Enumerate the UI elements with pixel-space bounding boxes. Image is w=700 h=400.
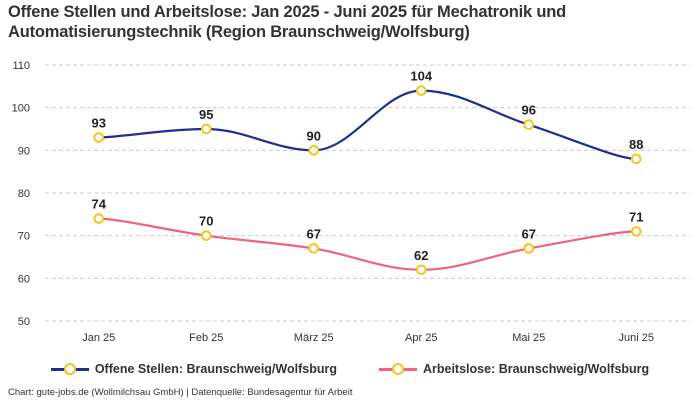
data-label-offene-stellen: 88 bbox=[629, 137, 643, 152]
data-point-arbeitslose bbox=[200, 230, 212, 241]
legend-label-offene-stellen: Offene Stellen: Braunschweig/Wolfsburg bbox=[94, 362, 337, 376]
data-point-arbeitslose bbox=[415, 264, 427, 276]
series-line-arbeitslose bbox=[98, 217, 637, 271]
gridlines bbox=[45, 64, 690, 322]
legend-symbol-arbeitslose bbox=[378, 363, 417, 375]
data-label-arbeitslose: 74 bbox=[92, 197, 107, 212]
data-label-offene-stellen: 90 bbox=[307, 128, 321, 143]
y-tick-label: 90 bbox=[18, 145, 30, 157]
series bbox=[93, 85, 642, 276]
data-point-arbeitslose bbox=[93, 213, 105, 224]
data-point-offene-stellen bbox=[200, 123, 212, 135]
data-label-arbeitslose: 62 bbox=[414, 248, 428, 263]
data-label-arbeitslose: 67 bbox=[307, 226, 321, 241]
series-line-offene-stellen bbox=[98, 89, 637, 160]
data-point-offene-stellen bbox=[308, 145, 320, 156]
data-point-offene-stellen bbox=[93, 132, 105, 143]
data-point-arbeitslose bbox=[308, 243, 320, 254]
x-tick-label: Feb 25 bbox=[189, 332, 223, 344]
y-tick-label: 80 bbox=[18, 188, 30, 200]
data-point-offene-stellen bbox=[415, 85, 427, 96]
x-axis: Jan 25 Feb 25 März 25 Apr 25 Mai 25 Juni 25 bbox=[82, 332, 654, 344]
legend-symbol-offene-stellen bbox=[50, 363, 89, 375]
data-point-arbeitslose bbox=[630, 226, 642, 237]
legend-item-offene-stellen[interactable]: Offene Stellen: Braunschweig/Wolfsburg bbox=[50, 362, 337, 376]
y-tick-label: 110 bbox=[12, 60, 30, 72]
y-tick-label: 60 bbox=[18, 273, 30, 285]
data-label-offene-stellen: 93 bbox=[92, 116, 106, 131]
data-label-arbeitslose: 71 bbox=[629, 209, 643, 224]
legend: Offene Stellen: Braunschweig/Wolfsburg A… bbox=[0, 362, 700, 376]
x-tick-label: Apr 25 bbox=[405, 332, 437, 344]
y-tick-label: 100 bbox=[12, 103, 30, 115]
data-label-arbeitslose: 70 bbox=[199, 214, 213, 229]
data-label-offene-stellen: 104 bbox=[410, 69, 432, 84]
data-labels: 93 95 90 104 96 88 74 70 67 62 67 71 bbox=[92, 69, 644, 263]
x-tick-label: Juni 25 bbox=[619, 332, 654, 344]
y-tick-label: 70 bbox=[18, 231, 30, 243]
data-point-offene-stellen bbox=[523, 119, 535, 131]
data-label-offene-stellen: 96 bbox=[522, 103, 536, 118]
x-tick-label: Jan 25 bbox=[82, 332, 115, 344]
source-footer: Chart: gute-jobs.de (Wollmilchsau GmbH) … bbox=[8, 387, 353, 398]
data-point-arbeitslose bbox=[523, 243, 535, 254]
legend-label-arbeitslose: Arbeitslose: Braunschweig/Wolfsburg bbox=[422, 362, 650, 376]
y-axis: 110 100 90 80 70 60 50 bbox=[12, 60, 30, 328]
data-point-offene-stellen bbox=[630, 153, 642, 165]
chart-title: Offene Stellen und Arbeitslose: Jan 2025… bbox=[8, 3, 567, 41]
x-tick-label: März 25 bbox=[294, 332, 334, 344]
x-tick-label: Mai 25 bbox=[512, 332, 545, 344]
data-label-offene-stellen: 95 bbox=[199, 107, 213, 122]
y-tick-label: 50 bbox=[18, 316, 30, 328]
legend-item-arbeitslose[interactable]: Arbeitslose: Braunschweig/Wolfsburg bbox=[378, 362, 650, 376]
data-label-arbeitslose: 67 bbox=[522, 226, 536, 241]
